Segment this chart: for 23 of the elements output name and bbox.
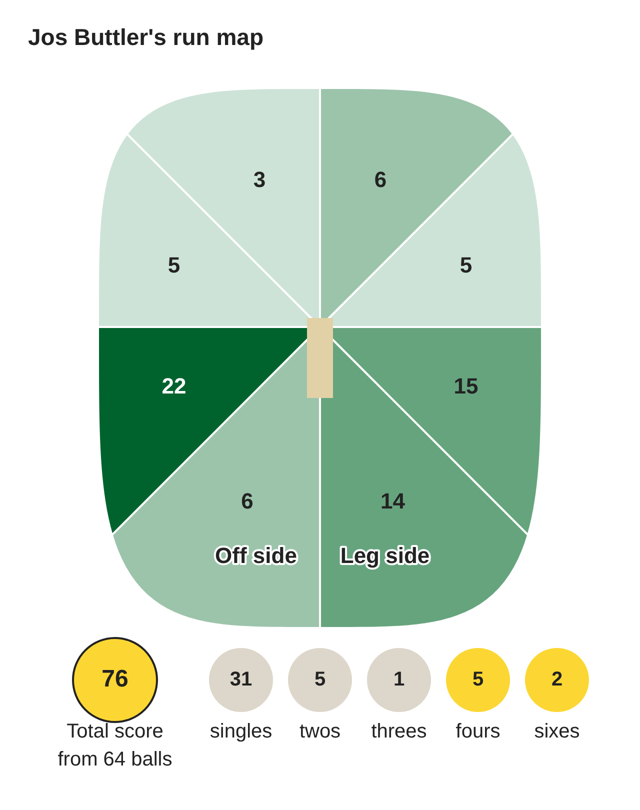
- data-label: 5: [472, 668, 484, 691]
- data-label: 5: [168, 252, 180, 278]
- data-label: 6: [241, 488, 254, 514]
- category-label: threes: [371, 720, 427, 743]
- data-label: 22: [162, 374, 186, 399]
- data-label: 3: [253, 167, 266, 192]
- data-label: 1: [393, 668, 405, 691]
- text: Jos Buttler's run map: [28, 24, 264, 50]
- data-label: 15: [454, 374, 478, 399]
- data-label: 76: [102, 666, 128, 693]
- text: Off side: [215, 543, 297, 568]
- category-label: singles: [210, 720, 272, 743]
- text: Leg side: [340, 543, 430, 568]
- data-label: 14: [380, 488, 406, 514]
- data-label: 5: [460, 252, 472, 278]
- data-label: 31: [230, 668, 252, 691]
- category-label: Total score from 64 balls: [58, 720, 172, 771]
- data-label: 5: [314, 668, 326, 691]
- data-label: 2: [551, 668, 563, 691]
- category-label: twos: [299, 720, 341, 743]
- category-label: fours: [456, 720, 500, 743]
- data-label: 6: [374, 167, 387, 192]
- category-label: sixes: [534, 720, 580, 743]
